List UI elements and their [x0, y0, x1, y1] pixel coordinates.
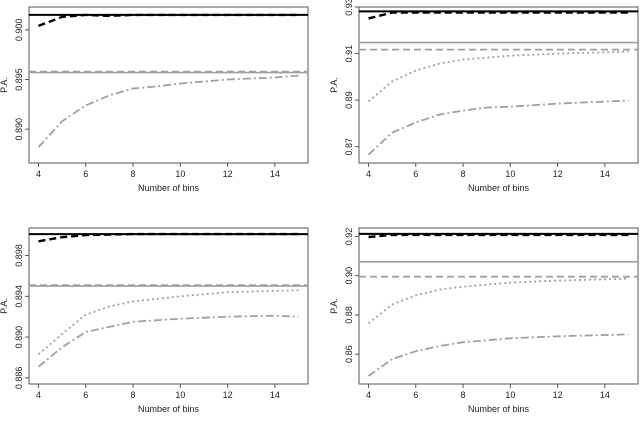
x-tick-label: 10 [505, 390, 515, 400]
y-axis-label: P.A. [330, 77, 339, 93]
x-tick-label: 12 [553, 169, 563, 179]
chart-svg: 4 6 8 10 12 14 0.890 0.895 0.900 Number of bins P.… [0, 6, 309, 193]
x-tick-label: 14 [600, 390, 610, 400]
series-line-dashdot-gray [367, 333, 629, 377]
series-line-dashdot-gray [367, 99, 629, 156]
x-axis-label: Number of bins [468, 183, 530, 193]
chart-panel-1: 4 6 8 10 12 14 0.890 0.895 0.900 Number of bins P.… [0, 0, 320, 205]
y-tick-label: 0.93 [344, 0, 354, 16]
x-tick-label: 12 [223, 169, 233, 179]
y-tick-label: 0.894 [14, 285, 24, 308]
y-tick-label: 0.895 [14, 68, 24, 91]
chart-svg: 4 6 8 10 12 14 0.86 0.88 0.90 0.92 Number of bins P… [329, 227, 639, 414]
x-tick-label: 8 [131, 390, 136, 400]
x-tick-label: 4 [366, 390, 371, 400]
x-tick-label: 10 [175, 169, 185, 179]
x-tick-label: 6 [413, 390, 418, 400]
x-tick-label: 14 [270, 169, 280, 179]
series-line-dotted-gray [367, 50, 629, 103]
y-tick-label: 0.890 [14, 118, 24, 141]
plot-frame [358, 6, 639, 164]
x-tick-label: 14 [270, 390, 280, 400]
chart-svg: 4 6 8 10 12 14 0.87 0.89 0.91 0.93 Number of bins P… [329, 0, 639, 193]
series-line-dashdot-gray [37, 74, 299, 148]
y-tick-label: 0.91 [344, 45, 354, 63]
y-axis-label: P.A. [330, 298, 339, 314]
plot-frame [28, 227, 309, 385]
x-axis-label: Number of bins [468, 404, 530, 414]
y-tick-label: 0.890 [14, 326, 24, 349]
x-tick-label: 6 [83, 390, 88, 400]
y-tick-label: 0.900 [14, 19, 24, 42]
y-tick-label: 0.87 [344, 138, 354, 156]
x-tick-label: 12 [223, 390, 233, 400]
x-tick-label: 10 [505, 169, 515, 179]
y-tick-label: 0.92 [344, 228, 354, 246]
x-tick-label: 6 [413, 169, 418, 179]
x-tick-label: 4 [36, 390, 41, 400]
x-tick-label: 8 [461, 169, 466, 179]
x-tick-label: 12 [553, 390, 563, 400]
series-line-dotted-gray [367, 277, 629, 325]
y-tick-label: 0.90 [344, 267, 354, 285]
chart-svg: 4 6 8 10 12 14 0.886 0.890 0.894 0.898 Number of b… [0, 227, 309, 414]
y-tick-label: 0.898 [14, 244, 24, 267]
x-axis-label: Number of bins [138, 404, 200, 414]
y-tick-label: 0.89 [344, 91, 354, 109]
chart-panel-3: 4 6 8 10 12 14 0.886 0.890 0.894 0.898 Number of b… [0, 221, 320, 426]
x-tick-label: 8 [461, 390, 466, 400]
x-tick-label: 14 [600, 169, 610, 179]
x-tick-label: 10 [175, 390, 185, 400]
series-line-dashed-black [368, 233, 629, 239]
series-line-dashed-black [38, 13, 299, 28]
y-axis-label: P.A. [0, 77, 9, 93]
x-tick-label: 4 [366, 169, 371, 179]
x-tick-label: 6 [83, 169, 88, 179]
x-axis-label: Number of bins [138, 183, 200, 193]
chart-panel-4: 4 6 8 10 12 14 0.86 0.88 0.90 0.92 Number of bins P… [329, 221, 640, 426]
y-axis-label: P.A. [0, 298, 9, 314]
series-line-dashdot-gray [37, 314, 299, 368]
series-line-dashed-black [368, 11, 629, 20]
y-tick-label: 0.88 [344, 306, 354, 324]
series-line-dotted-gray [37, 289, 299, 356]
x-tick-label: 8 [131, 169, 136, 179]
series-line-dashed-black [38, 232, 299, 243]
chart-panel-2: 4 6 8 10 12 14 0.87 0.89 0.91 0.93 Number of bins P… [329, 0, 640, 205]
y-tick-label: 0.86 [344, 345, 354, 363]
plot-frame [28, 6, 309, 164]
plot-frame [358, 227, 639, 385]
x-tick-label: 4 [36, 169, 41, 179]
y-tick-label: 0.886 [14, 367, 24, 390]
